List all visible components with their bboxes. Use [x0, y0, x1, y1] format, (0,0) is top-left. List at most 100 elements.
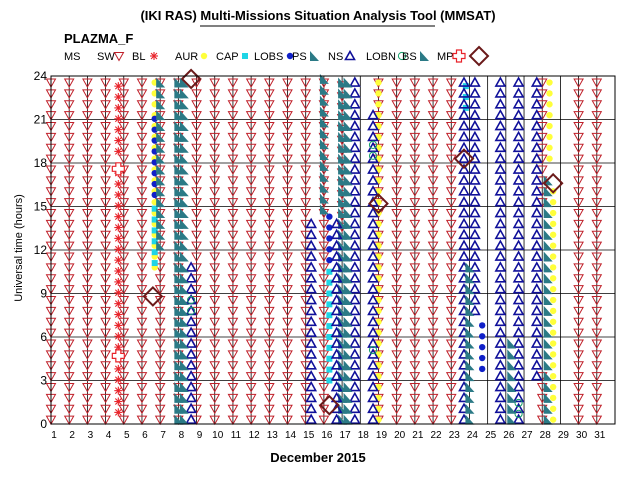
point [591, 404, 603, 415]
point [282, 176, 293, 186]
point [118, 361, 130, 371]
point [391, 154, 403, 165]
point [209, 187, 221, 197]
point [150, 52, 158, 60]
point [469, 163, 481, 174]
point [179, 360, 189, 371]
point [549, 318, 557, 325]
point [343, 349, 353, 360]
point [282, 198, 293, 208]
point [82, 219, 93, 230]
point [111, 349, 125, 363]
point [82, 339, 93, 350]
point [63, 339, 75, 350]
point [348, 196, 361, 207]
point [458, 206, 470, 218]
point [573, 209, 584, 219]
point [573, 100, 584, 110]
point [179, 175, 189, 186]
point [465, 284, 475, 295]
point [549, 296, 557, 304]
point [343, 273, 353, 284]
y-tick-label: 12 [34, 243, 48, 257]
point [326, 256, 333, 264]
point [227, 285, 239, 295]
point [318, 350, 330, 360]
point [209, 404, 221, 415]
point [136, 89, 148, 99]
point [319, 95, 329, 106]
point [367, 206, 379, 218]
point [330, 250, 343, 261]
point [118, 230, 130, 241]
point [543, 197, 553, 208]
point [179, 382, 189, 393]
point [209, 415, 221, 426]
point [465, 403, 475, 414]
point [114, 180, 123, 189]
point [409, 154, 421, 165]
point [530, 337, 543, 348]
point [458, 228, 470, 240]
point [343, 371, 353, 382]
x-tick-label: 16 [321, 430, 333, 441]
point [263, 230, 275, 241]
point [82, 361, 93, 371]
point [151, 205, 158, 212]
point [445, 111, 457, 121]
point [118, 383, 130, 393]
point [263, 263, 275, 273]
point [63, 404, 75, 415]
point [549, 383, 557, 391]
point [367, 380, 379, 392]
point [465, 262, 475, 273]
point [546, 111, 553, 119]
point [326, 323, 333, 330]
point [114, 212, 123, 221]
point [82, 230, 93, 241]
point [186, 295, 196, 305]
point [409, 415, 421, 426]
point [367, 228, 379, 240]
point [507, 392, 517, 403]
point [409, 198, 421, 208]
point [530, 152, 543, 163]
point [154, 285, 166, 295]
point [179, 131, 189, 142]
point [114, 310, 123, 319]
point [118, 241, 130, 252]
point [591, 176, 603, 186]
point [367, 217, 379, 229]
point [154, 415, 166, 426]
point [156, 218, 166, 229]
point [114, 364, 123, 373]
point [191, 165, 202, 176]
point [530, 348, 543, 359]
point [263, 328, 275, 339]
point [209, 274, 221, 284]
point [330, 337, 343, 348]
point [300, 154, 312, 165]
point [427, 317, 439, 328]
point [348, 228, 361, 240]
point [445, 285, 457, 295]
point [546, 122, 553, 130]
point [445, 350, 457, 360]
point [227, 317, 239, 328]
point [113, 52, 125, 62]
point [375, 79, 382, 86]
point [318, 306, 330, 317]
point [409, 296, 421, 306]
point [82, 263, 93, 273]
point [245, 252, 257, 263]
point [179, 316, 189, 327]
point [100, 176, 111, 186]
point [546, 155, 553, 162]
point [420, 51, 429, 61]
point [118, 317, 130, 328]
point [445, 415, 457, 426]
point [507, 414, 517, 425]
point [591, 78, 603, 89]
point [367, 326, 379, 337]
point [478, 365, 486, 373]
